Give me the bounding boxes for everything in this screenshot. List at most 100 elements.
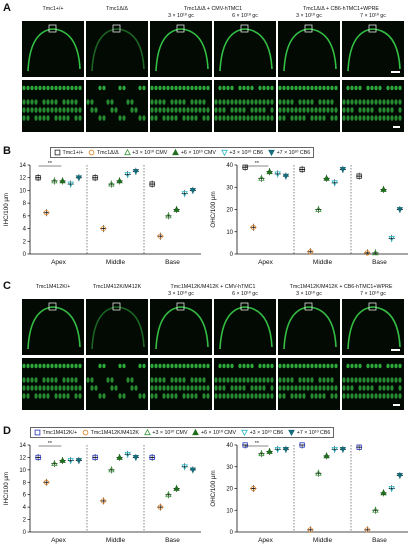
data-point: [242, 442, 248, 448]
cochlea-overview-image: [22, 299, 84, 355]
data-point: [323, 452, 330, 459]
panel-label-c: C: [3, 280, 11, 292]
data-point: [242, 164, 248, 170]
y-tick-label: 2: [23, 239, 27, 245]
x-tick-label: Base: [372, 537, 387, 544]
legend-marker: [82, 429, 89, 436]
legend-label: +6 × 10¹⁰ CMV: [180, 149, 216, 156]
data-point: [124, 451, 131, 458]
data-point: [67, 458, 74, 464]
legend-marker: [172, 149, 180, 156]
data-point: [274, 171, 281, 178]
legend-item: +6 × 10¹⁰ CMV: [192, 429, 236, 436]
significance-mark: **: [255, 161, 260, 167]
legend-marker: [54, 149, 61, 156]
legend-marker: [221, 149, 228, 156]
legend-item: Tmc1M412K/+: [34, 429, 77, 436]
data-point: [396, 207, 404, 213]
data-point: [380, 489, 387, 496]
hair-cell-closeup-image: [22, 358, 84, 410]
data-point: [75, 175, 83, 182]
y-axis-label: OHC/100 µm: [210, 191, 217, 227]
dose-label: 6 × 10¹⁰ gc: [232, 13, 258, 19]
data-point: [364, 527, 370, 533]
cochlea-overview-image: [278, 21, 340, 77]
group-header: Tmc1Δ/Δ + CB6-hTMC1+WPRE: [303, 6, 379, 12]
data-point: [299, 442, 305, 448]
data-point: [149, 454, 155, 461]
hair-cell-closeup-image: [214, 358, 276, 410]
significance-mark: **: [255, 441, 260, 447]
chart-d-ihc: 0 2 4 6 8 10 12 14 IHC/100 µm Apex Middle Base **: [3, 441, 201, 544]
data-point: [339, 446, 347, 453]
y-axis-label: IHC/100 µm: [3, 193, 10, 226]
x-tick-label: Apex: [51, 259, 67, 266]
data-point: [388, 486, 395, 492]
data-point: [189, 188, 197, 194]
data-point: [116, 453, 123, 460]
data-point: [372, 506, 379, 513]
x-tick-label: Middle: [106, 537, 126, 544]
group-header: Tmc1M412K/M412K + CMV-hTMC1: [170, 284, 256, 290]
legend-item: +6 × 10¹⁰ CMV: [172, 149, 216, 156]
y-tick-label: 10: [19, 188, 26, 194]
x-tick-label: Middle: [313, 537, 333, 544]
data-point: [92, 175, 98, 181]
y-axis-label: IHC/100 µm: [3, 472, 10, 505]
cochlea-overview-image: [214, 21, 276, 77]
y-tick-label: 0: [23, 530, 27, 536]
data-point: [92, 454, 98, 461]
data-point: [189, 467, 197, 474]
legend-item: +7 × 10¹⁰ CB6: [288, 429, 330, 436]
group-header: Tmc1M412K/+: [35, 284, 71, 290]
y-tick-label: 14: [19, 443, 26, 449]
hair-cell-closeup-image: [342, 80, 404, 132]
data-point: [173, 206, 180, 212]
legend-marker: [144, 429, 151, 436]
y-tick-label: 30: [226, 185, 233, 191]
x-tick-label: Apex: [51, 537, 67, 544]
data-point: [258, 174, 265, 181]
legend-item: +3 × 10¹⁰ CB6: [221, 149, 263, 156]
data-point: [323, 174, 330, 181]
x-tick-label: Base: [372, 259, 387, 266]
cochlea-overview-image: [214, 299, 276, 355]
dose-label: 3 × 10¹⁰ gc: [168, 13, 194, 19]
legend-label: +7 × 10¹⁰ CB6: [296, 429, 331, 436]
data-point: [51, 460, 58, 467]
legend-label: +3 × 10¹⁰ CMV: [132, 149, 168, 156]
legend-b: Tmc1+/+ Tmc1Δ/Δ +3 × 10¹⁰ CMV +6 × 10¹⁰ CMV…: [50, 147, 315, 158]
legend-marker: [34, 429, 41, 436]
chart-b-ihc: 0 2 4 6 8 10 12 14 IHC/100 µm Apex Middle Base **: [3, 161, 201, 266]
hair-cell-closeup-image: [342, 358, 404, 410]
data-point: [250, 224, 256, 230]
panel-label-d: D: [3, 425, 11, 437]
legend-d: Tmc1M412K/+ Tmc1M412K/M412K +3 × 10¹⁰ CMV +…: [30, 427, 335, 438]
legend-marker: [241, 429, 248, 436]
hair-cell-closeup-image: [22, 80, 84, 132]
cochlea-overview-image: [150, 21, 212, 77]
data-point: [315, 469, 322, 476]
data-point: [149, 181, 155, 187]
significance-mark: **: [48, 441, 53, 447]
data-point: [173, 485, 180, 491]
panel-label-a: A: [3, 2, 11, 14]
hair-cell-closeup-image: [86, 358, 148, 410]
data-point: [380, 186, 387, 192]
data-point: [258, 450, 265, 457]
legend-item: +7 × 10¹⁰ CB6: [268, 149, 310, 156]
data-point: [108, 466, 115, 473]
legend-marker: [192, 429, 200, 436]
data-point: [132, 455, 140, 461]
hair-cell-closeup-image: [150, 358, 212, 410]
x-tick-label: Base: [165, 537, 180, 544]
cochlea-overview-image: [278, 299, 340, 355]
hair-cell-closeup-image: [214, 80, 276, 132]
scale-bar: [391, 349, 400, 351]
dose-label: 3 × 10¹⁰ gc: [168, 291, 194, 297]
data-point: [35, 454, 41, 461]
scale-bar: [393, 126, 400, 128]
legend-label: +7 × 10¹⁰ CB6: [276, 149, 311, 156]
y-tick-label: 40: [226, 443, 233, 449]
data-point: [165, 212, 172, 219]
